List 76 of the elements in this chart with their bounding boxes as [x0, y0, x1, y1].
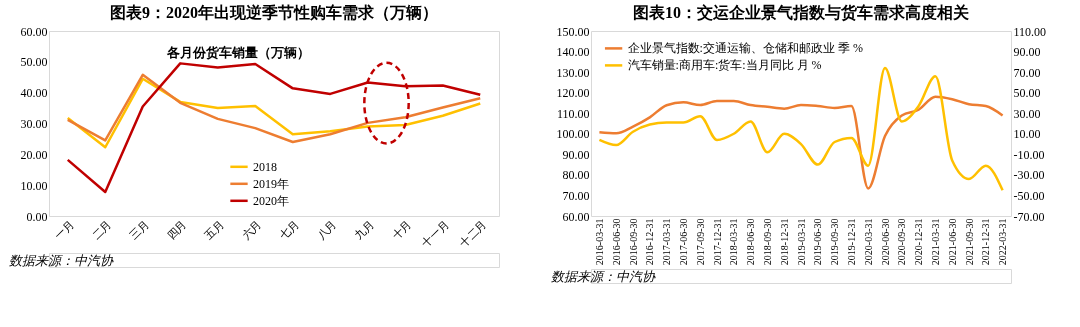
y-tick-label: 10.00 [20, 178, 48, 193]
y-tick-label: 110.00 [556, 106, 590, 121]
x-tick-label: 2021-03-31 [929, 218, 941, 266]
x-tick-label: 十一月 [419, 217, 452, 250]
y2-tick-label: 50.00 [1013, 86, 1041, 101]
line-series [598, 95, 1004, 190]
y-tick-label: 120.00 [556, 86, 590, 101]
legend-label: 2018 [253, 159, 277, 174]
y2-tick-label: 30.00 [1013, 106, 1041, 121]
y-tick-label: 80.00 [562, 168, 590, 183]
y-tick-label: 70.00 [562, 188, 590, 203]
x-tick-label: 2022-03-31 [997, 218, 1009, 266]
x-tick-label: 四月 [164, 217, 189, 242]
x-tick-label: 一月 [51, 217, 77, 242]
y2-tick-label: 70.00 [1013, 65, 1041, 80]
legend-label: 企业景气指数:交通运输、仓储和邮政业 季 % [627, 41, 863, 56]
x-tick-label: 二月 [89, 217, 114, 242]
legend-label: 汽车销量:商用车:货车:当月同比 月 % [627, 58, 822, 73]
y-tick-label: 140.00 [556, 45, 590, 60]
y-tick-label: 130.00 [556, 65, 590, 80]
x-tick-label: 2016-03-31 [593, 218, 605, 266]
text: 各月份货车销量（万辆） [165, 45, 310, 61]
y2-tick-label: 110.00 [1013, 24, 1047, 39]
y2-tick-label: -70.00 [1013, 209, 1045, 224]
x-tick-label: 2017-06-30 [677, 218, 689, 266]
x-tick-label: 五月 [201, 217, 227, 242]
source-note: 数据来源：中汽协 [551, 269, 656, 284]
y2-tick-label: -10.00 [1013, 147, 1045, 162]
y-tick-label: 20.00 [20, 147, 48, 162]
x-tick-label: 2021-09-30 [963, 218, 975, 266]
y-tick-label: 50.00 [20, 55, 48, 70]
x-tick-label: 2016-12-31 [644, 218, 656, 266]
x-tick-label: 2020-03-31 [862, 218, 874, 266]
x-tick-label: 2018-12-31 [778, 218, 790, 266]
x-tick-label: 2020-09-30 [896, 218, 908, 266]
x-tick-label: 2016-06-30 [610, 218, 622, 266]
y2-tick-label: 90.00 [1013, 45, 1041, 60]
y-tick-label: 90.00 [562, 147, 590, 162]
line-series [66, 62, 482, 194]
x-tick-label: 2019-09-30 [829, 218, 841, 266]
x-tick-label: 2017-12-31 [711, 218, 723, 266]
chart-title: 图表9：2020年出现逆季节性购车需求（万辆） [110, 4, 438, 22]
y-tick-label: 0.00 [26, 209, 48, 224]
x-tick-label: 六月 [239, 217, 264, 242]
y2-tick-label: -30.00 [1013, 168, 1045, 183]
x-tick-label: 2018-03-31 [728, 218, 740, 266]
source-note: 数据来源：中汽协 [9, 253, 114, 268]
legend-label: 2020年 [253, 193, 289, 208]
y-tick-label: 30.00 [20, 117, 48, 131]
x-tick-label: 三月 [126, 217, 152, 242]
x-tick-label: 九月 [351, 217, 377, 242]
x-tick-label: 2017-03-31 [661, 218, 673, 266]
legend-label: 2019年 [253, 176, 289, 191]
y-tick-label: 60.00 [562, 209, 590, 224]
y2-tick-label: 10.00 [1013, 127, 1041, 142]
chart-title: 图表10：交运企业景气指数与货车需求高度相关 [633, 3, 969, 22]
x-tick-label: 2021-06-30 [946, 218, 958, 266]
y-tick-label: 40.00 [20, 86, 48, 101]
y-tick-label: 150.00 [556, 24, 590, 39]
x-tick-label: 2017-09-30 [694, 218, 706, 266]
x-tick-label: 2021-12-31 [980, 218, 992, 266]
x-tick-label: 2019-03-31 [795, 218, 807, 266]
x-tick-label: 2018-06-30 [745, 218, 757, 266]
x-tick-label: 十月 [389, 217, 414, 242]
y2-tick-label: -50.00 [1013, 188, 1045, 203]
x-tick-label: 2019-12-31 [845, 218, 857, 266]
y-tick-label: 60.00 [20, 24, 48, 39]
x-tick-label: 2020-12-31 [913, 218, 925, 266]
x-tick-label: 八月 [314, 217, 339, 242]
x-tick-label: 2019-06-30 [812, 218, 824, 266]
y-tick-label: 100.00 [556, 127, 590, 142]
x-tick-label: 十二月 [456, 217, 489, 250]
x-tick-label: 2020-06-30 [879, 218, 891, 266]
x-tick-label: 2016-09-30 [627, 218, 639, 266]
x-tick-label: 2018-09-30 [761, 218, 773, 266]
x-tick-label: 七月 [276, 217, 302, 242]
